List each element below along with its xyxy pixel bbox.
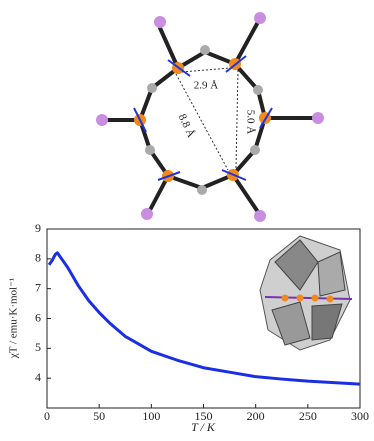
x-tick-label: 100 — [142, 409, 160, 423]
x-tick-label: 50 — [93, 409, 105, 423]
inset-structure — [260, 236, 352, 350]
x-tick-label: 250 — [299, 409, 317, 423]
x-tick-label: 200 — [247, 409, 265, 423]
y-axis-label: χT / emu·K·mol⁻¹ — [8, 278, 20, 359]
y-tick-label: 5 — [35, 340, 41, 354]
y-tick-label: 7 — [35, 280, 41, 294]
distance-label: 5.0 Å — [244, 110, 256, 135]
molecule: 2.9 Å 5.0 Å 8.8 Å — [96, 12, 324, 222]
distance-label: 2.9 Å — [194, 80, 219, 92]
figure: 2.9 Å 5.0 Å 8.8 Å T / K χT / emu·K·mol⁻¹… — [0, 0, 374, 436]
distance-label: 8.8 Å — [176, 112, 197, 139]
x-tick-label: 300 — [351, 409, 369, 423]
y-tick-label: 9 — [35, 221, 41, 235]
y-tick-label: 8 — [35, 251, 41, 265]
x-tick-label: 150 — [195, 409, 213, 423]
y-tick-label: 6 — [35, 310, 41, 324]
y-tick-label: 4 — [35, 370, 41, 384]
x-tick-label: 0 — [44, 409, 50, 423]
